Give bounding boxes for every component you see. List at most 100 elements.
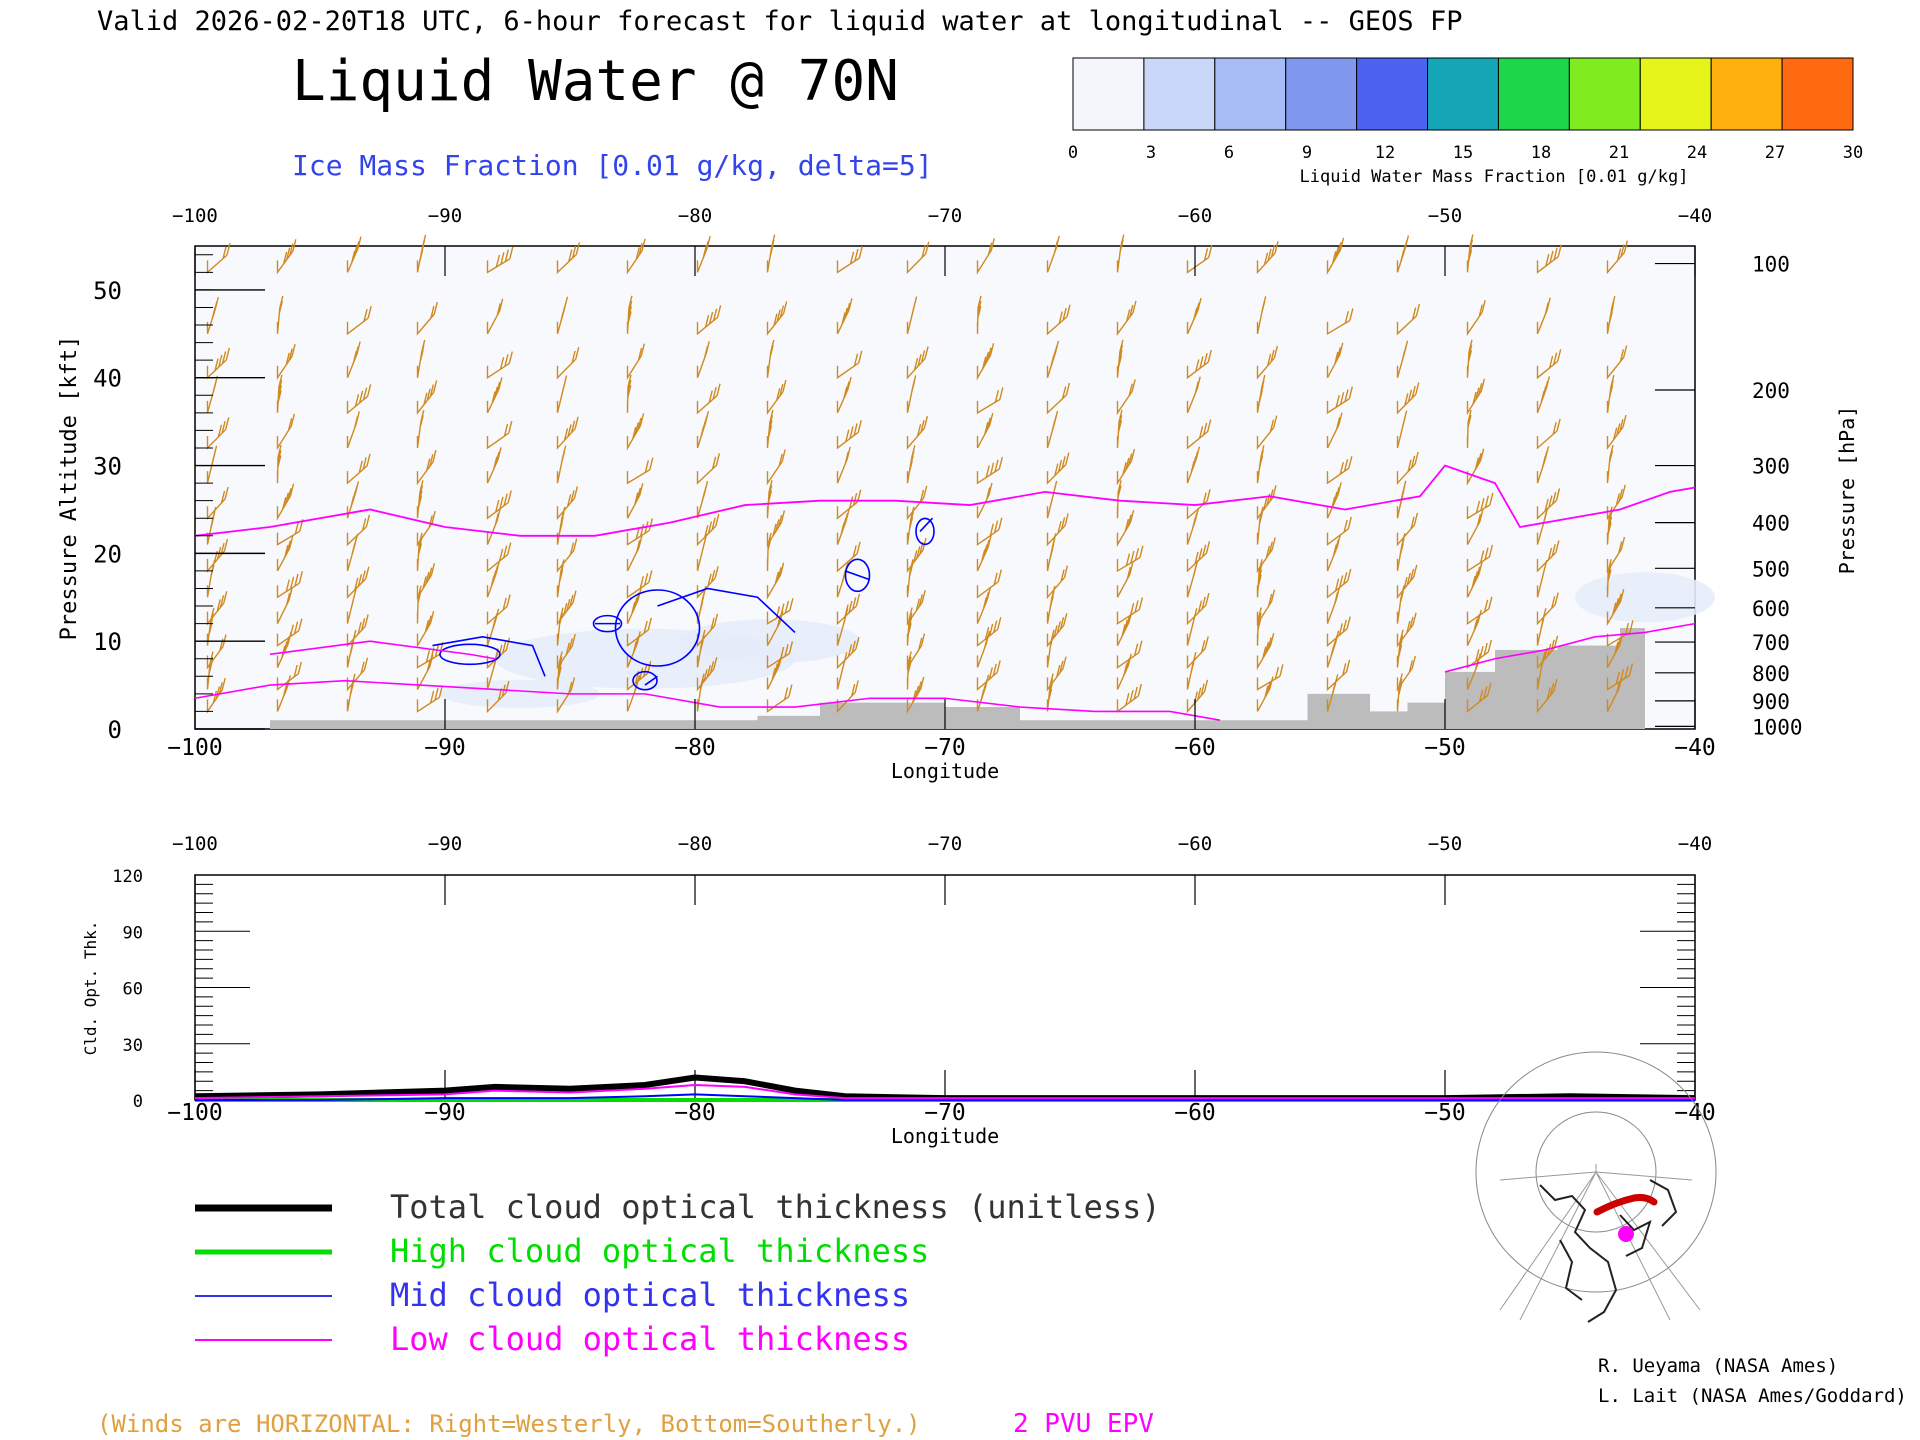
wind-barb (1536, 540, 1560, 573)
wind-barb (1326, 616, 1351, 648)
wind-barb (1606, 536, 1626, 574)
wind-barb (276, 661, 302, 691)
epv-label: 2 PVU EPV (1013, 1409, 1154, 1439)
legend-label: High cloud optical thickness (390, 1232, 929, 1270)
wind-barb (276, 239, 297, 275)
wind-barb (486, 637, 511, 670)
terrain-bar (395, 720, 595, 729)
ice-contour (632, 670, 658, 691)
wind-barb (1256, 506, 1264, 545)
wind-barb (976, 569, 1002, 599)
terrain-bar (1370, 711, 1408, 729)
wind-barb (1256, 607, 1262, 646)
wind-barb (276, 483, 295, 521)
wind-barb (1186, 593, 1210, 626)
wind-barb (346, 411, 360, 449)
wind-barb (1466, 609, 1482, 646)
wind-barb (1466, 544, 1494, 573)
lower-x-bottom-tick-label: −100 (167, 1100, 222, 1126)
wind-barb (1116, 597, 1144, 625)
wind-barb (626, 238, 646, 275)
wind-barb (346, 566, 370, 599)
wind-barb (1536, 607, 1547, 646)
wind-barb (276, 444, 282, 484)
wind-barb (486, 377, 503, 414)
wind-barb (1186, 636, 1209, 670)
wind-barb (626, 457, 654, 485)
terrain-bar (757, 715, 820, 729)
wind-barb (1186, 488, 1211, 520)
wind-barb (836, 298, 853, 335)
wind-barb (1466, 509, 1484, 545)
wind-barb (1046, 585, 1056, 624)
lower-y-tick-label: 60 (123, 980, 143, 1000)
wind-barb (696, 585, 707, 624)
colorbar-tick-label: 15 (1453, 143, 1473, 163)
wind-barb (976, 387, 1004, 415)
colorbar-tick-label: 0 (1068, 143, 1078, 163)
wind-barb (206, 607, 215, 646)
wind-barb (1116, 409, 1123, 449)
wind-barb (766, 301, 788, 336)
terrain-bar (1495, 649, 1558, 729)
wind-barb (1466, 234, 1474, 273)
lower-x-bottom-tick-label: −70 (924, 1100, 966, 1126)
ice-contour (592, 614, 623, 633)
wind-barb (766, 684, 793, 713)
wind-barb (906, 375, 917, 413)
wind-barb (346, 614, 369, 648)
wind-barb (416, 410, 425, 449)
wind-barb (696, 657, 718, 692)
wind-barb (556, 607, 564, 646)
wind-barb (1046, 613, 1068, 648)
wind-barb (696, 383, 721, 415)
ice-contour (614, 589, 701, 667)
locator-marker (1618, 1226, 1634, 1242)
wind-barb (1396, 410, 1408, 449)
wind-barb (1466, 639, 1493, 669)
x-bottom-tick-label: −40 (1674, 735, 1716, 761)
wind-barb (766, 234, 776, 273)
wind-barb (1256, 537, 1276, 574)
wind-barb (696, 513, 720, 547)
wind-barb (1116, 610, 1133, 646)
wind-barb (1046, 235, 1060, 273)
wind-barb (696, 341, 710, 378)
wind-barb (1396, 673, 1403, 712)
wind-barb (1606, 632, 1624, 668)
y-left-tick-label: 40 (93, 365, 122, 393)
wind-barb (906, 296, 918, 334)
lower-xlabel: Longitude (891, 1124, 999, 1148)
wind-barb (1326, 237, 1345, 275)
wind-barb (416, 654, 434, 690)
wind-barb (416, 685, 444, 713)
wind-barb (906, 241, 930, 275)
wind-barb (1046, 410, 1059, 449)
wind-barb (1116, 379, 1136, 416)
wind-barb (416, 532, 423, 571)
wind-barb (346, 514, 371, 547)
wind-barb (416, 449, 437, 486)
ice-contour (844, 558, 871, 593)
lower-x-top-tick-label: −80 (678, 833, 712, 855)
wind-barb (1606, 240, 1629, 275)
x-bottom-tick-label: −60 (1174, 735, 1216, 761)
x-bottom-tick-label: −70 (924, 735, 966, 761)
lower-x-top-tick-label: −90 (428, 833, 462, 855)
wind-barb (346, 236, 362, 273)
wind-barb (1256, 445, 1265, 484)
wind-barb (1186, 507, 1200, 545)
wind-barb (1326, 412, 1343, 449)
y-right-tick-label: 500 (1752, 557, 1790, 581)
wind-barb (556, 296, 569, 335)
lower-x-top-tick-label: −70 (928, 833, 962, 855)
wind-barb (976, 412, 994, 449)
wind-barb (276, 631, 292, 668)
terrain-bar (1307, 693, 1370, 729)
wind-barb (696, 411, 710, 449)
wind-barb (1536, 446, 1550, 484)
wind-barb (1046, 304, 1071, 336)
series-line (194, 1083, 1695, 1100)
credit-line-2: L. Lait (NASA Ames/Goddard) (1598, 1385, 1907, 1407)
wind-barb (1396, 451, 1419, 485)
